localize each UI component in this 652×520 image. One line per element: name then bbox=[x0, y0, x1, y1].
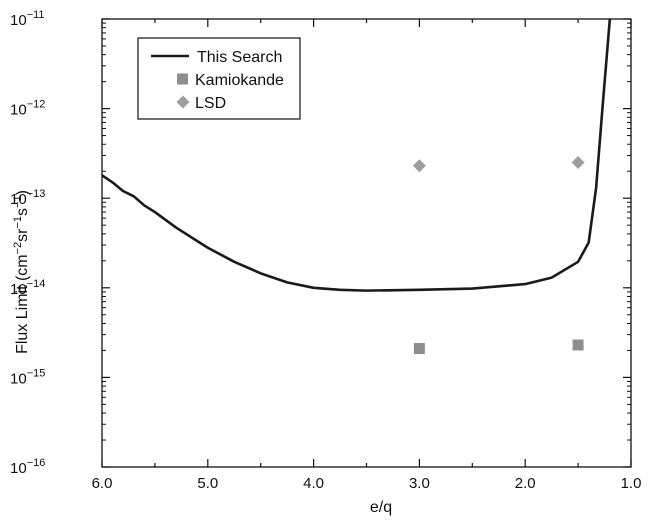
legend-diamond-swatch bbox=[176, 95, 190, 109]
y-axis-title-exp3: −1 bbox=[12, 195, 24, 208]
y-axis-title-mid1: sr bbox=[14, 228, 31, 242]
x-tick-label: 3.0 bbox=[409, 475, 430, 492]
x-tick-label: 2.0 bbox=[515, 475, 536, 492]
legend-box bbox=[137, 37, 301, 120]
y-tick-label: 10−12 bbox=[10, 99, 45, 119]
x-tick-label: 5.0 bbox=[197, 475, 218, 492]
series-line-this-search bbox=[102, 19, 612, 292]
legend-square-swatch bbox=[177, 73, 188, 85]
x-axis-title: e/q bbox=[370, 499, 392, 516]
x-tick-label: 1.0 bbox=[621, 475, 642, 492]
y-axis-title-exp1: −2 bbox=[12, 242, 24, 255]
kamiokande-point bbox=[572, 339, 584, 351]
lsd-point bbox=[412, 159, 426, 173]
y-axis-title: Flux Limit (cm−2sr−1s−1) bbox=[12, 190, 31, 354]
x-tick-label: 4.0 bbox=[303, 475, 324, 492]
y-tick-label: 10−16 bbox=[10, 457, 45, 477]
y-axis-title-mid2: s bbox=[14, 208, 31, 216]
y-tick-label: 10−13 bbox=[10, 188, 45, 208]
y-axis-title-base: Flux Limit (cm bbox=[14, 254, 31, 354]
legend-label: LSD bbox=[195, 95, 226, 112]
y-tick-label: 10−15 bbox=[10, 367, 45, 387]
y-axis-title-exp2: −1 bbox=[12, 216, 24, 229]
legend-label: This Search bbox=[197, 49, 282, 66]
kamiokande-point bbox=[413, 343, 425, 355]
legend-label: Kamiokande bbox=[195, 72, 284, 89]
y-axis-title-end: ) bbox=[14, 190, 31, 195]
y-tick-label: 10−11 bbox=[10, 9, 45, 29]
y-tick-label: 10−14 bbox=[10, 278, 45, 298]
lsd-point bbox=[571, 156, 585, 170]
x-tick-label: 6.0 bbox=[92, 475, 113, 492]
